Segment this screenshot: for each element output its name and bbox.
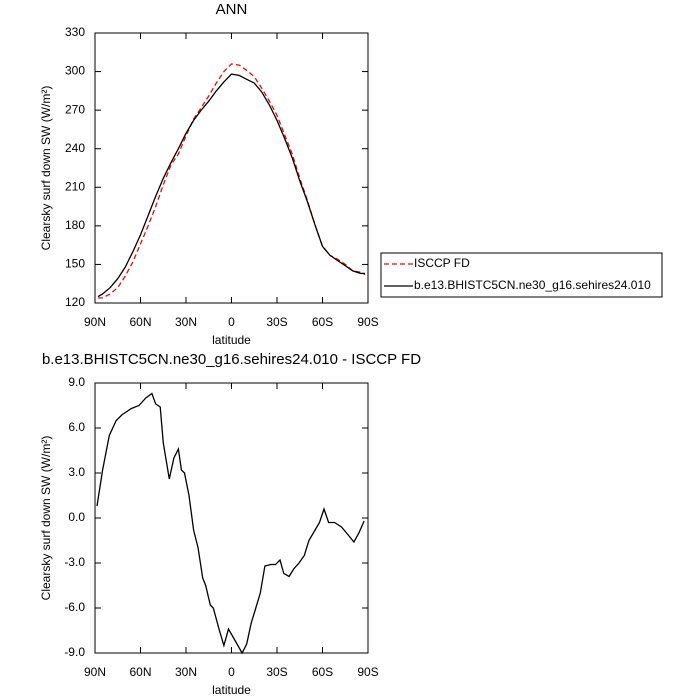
y-tick-label: 0.0 xyxy=(68,510,85,524)
y-tick-label: -3.0 xyxy=(64,555,85,569)
x-tick-label: 60N xyxy=(129,315,151,329)
plot-frame xyxy=(94,382,369,654)
y-tick-label: 6.0 xyxy=(68,420,85,434)
x-tick-label: 30S xyxy=(266,315,287,329)
x-tick-label: 30S xyxy=(266,665,287,679)
data-line xyxy=(97,73,365,298)
y-tick-label: 9.0 xyxy=(68,375,85,389)
y-tick-label: -9.0 xyxy=(64,645,85,659)
data-line xyxy=(98,63,366,299)
x-tick-label: 30N xyxy=(175,665,197,679)
plot-frame xyxy=(94,32,369,304)
data-line xyxy=(96,392,365,655)
x-tick-label: 90N xyxy=(84,315,106,329)
y-tick-label: -6.0 xyxy=(64,600,85,614)
y-tick-label: 270 xyxy=(65,102,85,116)
x-tick-label: 60S xyxy=(312,665,333,679)
y-axis-label: Clearsky surf down SW (W/m²) xyxy=(39,86,53,251)
legend-label: ISCCP FD xyxy=(414,256,470,270)
chart-title: ANN xyxy=(216,1,248,18)
x-tick-label: 0 xyxy=(228,315,235,329)
legend-box xyxy=(380,252,663,298)
x-axis-label: latitude xyxy=(212,683,251,697)
y-tick-label: 240 xyxy=(65,141,85,155)
y-tick-label: 330 xyxy=(65,25,85,39)
y-tick-label: 150 xyxy=(65,257,85,271)
x-tick-label: 0 xyxy=(228,665,235,679)
y-tick-label: 180 xyxy=(65,218,85,232)
x-tick-label: 90S xyxy=(357,665,378,679)
y-axis-label: Clearsky surf down SW (W/m²) xyxy=(39,436,53,601)
x-tick-label: 30N xyxy=(175,315,197,329)
x-tick-label: 90S xyxy=(357,315,378,329)
legend-label: b.e13.BHISTC5CN.ne30_g16.sehires24.010 xyxy=(414,278,651,292)
y-tick-label: 300 xyxy=(65,64,85,78)
y-tick-label: 120 xyxy=(65,295,85,309)
x-tick-label: 60S xyxy=(312,315,333,329)
x-tick-label: 90N xyxy=(84,665,106,679)
y-tick-label: 210 xyxy=(65,179,85,193)
y-tick-label: 3.0 xyxy=(68,465,85,479)
chart-title: b.e13.BHISTC5CN.ne30_g16.sehires24.010 -… xyxy=(42,351,421,368)
x-axis-label: latitude xyxy=(212,333,251,347)
x-tick-label: 60N xyxy=(129,665,151,679)
